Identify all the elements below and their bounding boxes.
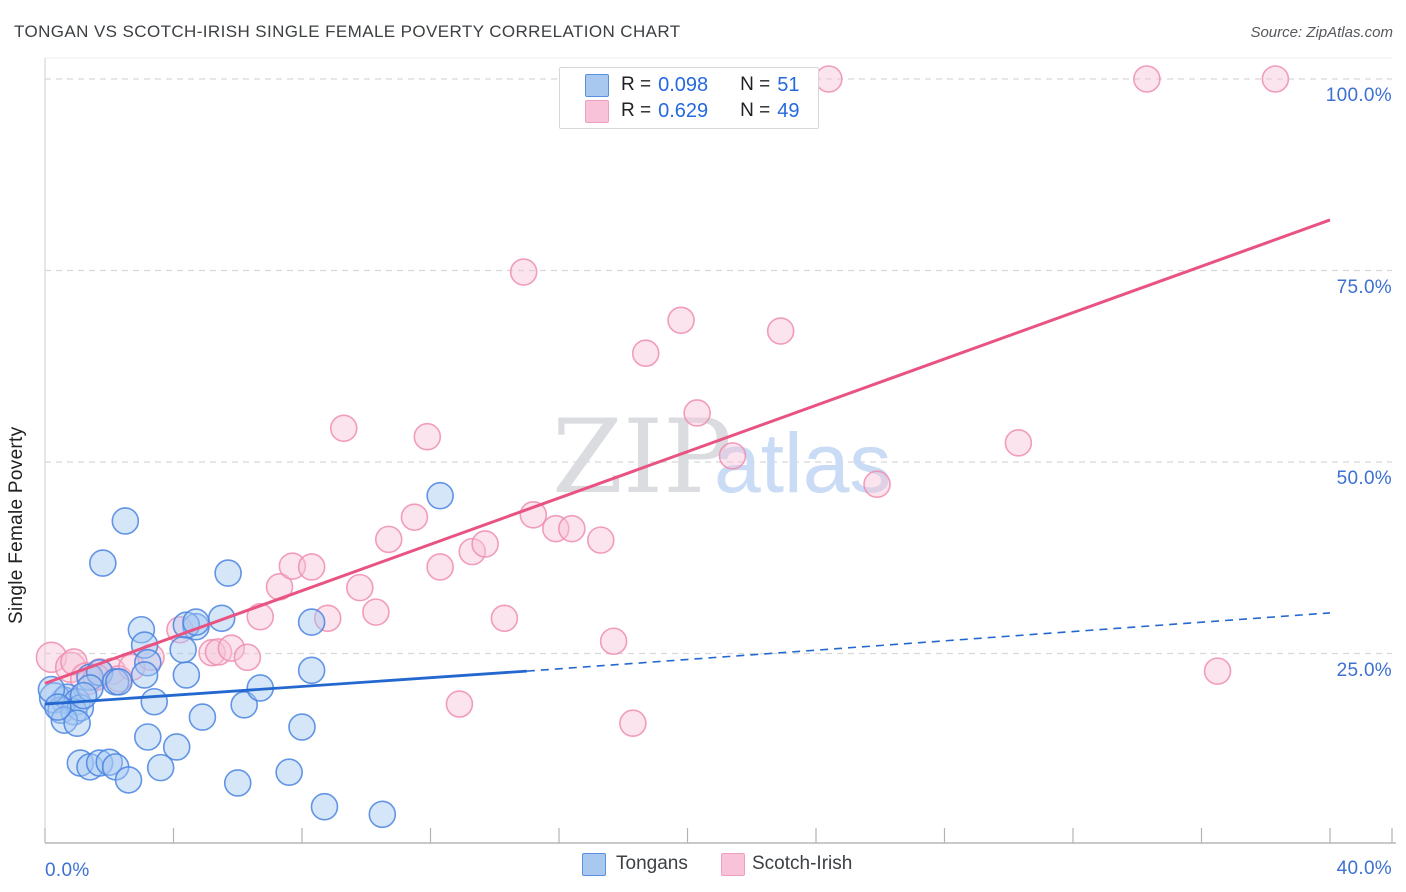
tongans-legend-label: Tongans: [616, 853, 688, 874]
data-point-scotch-irish[interactable]: [374, 525, 403, 554]
data-point-tongans[interactable]: [188, 703, 217, 731]
data-point-scotch-irish[interactable]: [863, 470, 891, 499]
data-point-scotch-irish[interactable]: [445, 690, 474, 718]
data-point-tongans[interactable]: [111, 507, 140, 535]
x-axis-min-label: 0.0%: [45, 860, 90, 881]
data-point-tongans[interactable]: [223, 769, 252, 797]
data-point-scotch-irish[interactable]: [346, 573, 374, 602]
data-point-scotch-irish[interactable]: [667, 306, 695, 335]
data-point-tongans[interactable]: [130, 631, 159, 659]
r-label: R =: [621, 74, 652, 95]
data-point-scotch-irish[interactable]: [490, 604, 519, 633]
data-point-scotch-irish[interactable]: [619, 709, 647, 738]
data-point-scotch-irish[interactable]: [1261, 65, 1290, 93]
data-point-scotch-irish[interactable]: [35, 641, 68, 674]
scotch-irish-legend-label: Scotch-Irish: [752, 853, 853, 874]
stats-row-tongans: R = 0.098 N = 51: [585, 73, 818, 97]
data-point-scotch-irish[interactable]: [400, 503, 429, 531]
data-point-scotch-irish[interactable]: [246, 602, 275, 631]
data-point-tongans[interactable]: [130, 661, 159, 689]
data-point-scotch-irish[interactable]: [362, 598, 390, 626]
n-value-scotch-irish: 49: [777, 99, 800, 122]
tongans-legend-swatch-icon: [582, 853, 606, 876]
data-point-tongans[interactable]: [182, 608, 210, 636]
data-point-scotch-irish[interactable]: [471, 530, 499, 558]
data-point-scotch-irish[interactable]: [766, 317, 795, 345]
n-label: N =: [740, 74, 771, 95]
data-point-tongans[interactable]: [146, 753, 175, 782]
data-point-scotch-irish[interactable]: [217, 634, 246, 662]
data-point-tongans[interactable]: [89, 549, 117, 577]
data-point-tongans[interactable]: [214, 559, 242, 587]
data-point-scotch-irish[interactable]: [599, 627, 628, 656]
data-point-scotch-irish[interactable]: [426, 553, 454, 581]
data-point-tongans[interactable]: [114, 766, 143, 794]
y-tick-label-50: 50.0%: [1336, 468, 1392, 489]
trend-line-scotch-irish: [44, 218, 1331, 685]
y-tick-label-75: 75.0%: [1336, 276, 1392, 298]
data-point-tongans[interactable]: [85, 749, 114, 777]
x-axis-max-label: 40.0%: [1336, 858, 1392, 879]
data-point-scotch-irish[interactable]: [815, 65, 843, 93]
n-label: N =: [740, 100, 771, 121]
r-value-tongans: 0.098: [658, 73, 709, 96]
data-point-scotch-irish[interactable]: [558, 514, 586, 543]
correlation-stats-legend: R = 0.098 N = 51 R = 0.629 N = 49: [559, 67, 819, 129]
y-tick-label-25: 25.0%: [1336, 659, 1392, 681]
data-point-tongans[interactable]: [140, 687, 169, 716]
watermark-zip: ZIP: [552, 398, 732, 517]
scotch-irish-swatch-icon: [585, 99, 609, 123]
data-point-tongans[interactable]: [368, 800, 397, 829]
data-point-scotch-irish[interactable]: [458, 537, 487, 566]
data-point-scotch-irish[interactable]: [509, 258, 538, 286]
data-point-tongans[interactable]: [63, 709, 91, 738]
data-point-tongans[interactable]: [275, 758, 303, 787]
data-point-tongans[interactable]: [297, 608, 326, 636]
scotch-irish-legend-swatch-icon: [721, 853, 745, 876]
data-point-scotch-irish[interactable]: [233, 643, 262, 672]
data-point-scotch-irish[interactable]: [683, 399, 711, 427]
data-point-tongans[interactable]: [297, 656, 326, 685]
data-point-tongans[interactable]: [426, 481, 454, 510]
page-title: TONGAN VS SCOTCH-IRISH SINGLE FEMALE POV…: [14, 22, 681, 41]
data-point-scotch-irish[interactable]: [1133, 65, 1161, 93]
data-point-tongans[interactable]: [310, 792, 339, 821]
data-point-tongans[interactable]: [69, 681, 98, 710]
data-point-scotch-irish[interactable]: [541, 514, 570, 543]
data-point-tongans[interactable]: [162, 733, 191, 761]
tongans-swatch-icon: [585, 73, 609, 97]
data-point-tongans[interactable]: [169, 635, 197, 664]
data-point-tongans[interactable]: [288, 713, 316, 741]
data-point-scotch-irish[interactable]: [329, 414, 358, 443]
source-attribution: Source: ZipAtlas.com: [1250, 24, 1393, 41]
data-point-tongans[interactable]: [105, 668, 133, 696]
data-point-tongans[interactable]: [172, 661, 201, 689]
data-point-tongans[interactable]: [172, 611, 201, 639]
data-point-scotch-irish[interactable]: [313, 604, 342, 633]
data-point-scotch-irish[interactable]: [586, 526, 615, 554]
data-point-scotch-irish[interactable]: [1004, 429, 1033, 457]
data-point-scotch-irish[interactable]: [278, 552, 307, 580]
y-tick-label-100: 100.0%: [1325, 85, 1392, 106]
n-value-tongans: 51: [777, 73, 800, 96]
data-point-scotch-irish[interactable]: [413, 422, 442, 451]
data-point-scotch-irish[interactable]: [1203, 657, 1232, 685]
stats-row-scotch-irish: R = 0.629 N = 49: [585, 99, 818, 123]
r-value-scotch-irish: 0.629: [658, 99, 709, 122]
trend-line-tongans: [44, 669, 527, 706]
data-point-scotch-irish[interactable]: [297, 553, 326, 581]
data-point-scotch-irish[interactable]: [718, 442, 747, 470]
r-label: R =: [621, 100, 652, 121]
data-point-scotch-irish[interactable]: [631, 339, 660, 368]
data-point-tongans[interactable]: [44, 693, 72, 721]
data-point-tongans[interactable]: [134, 723, 162, 751]
